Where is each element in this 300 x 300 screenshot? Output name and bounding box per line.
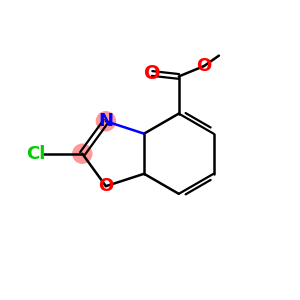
Text: N: N	[98, 112, 113, 130]
Circle shape	[96, 112, 116, 131]
Text: O: O	[98, 177, 113, 195]
Text: Cl: Cl	[27, 145, 46, 163]
Circle shape	[73, 144, 92, 163]
Text: O: O	[144, 64, 160, 83]
Text: O: O	[196, 57, 212, 75]
